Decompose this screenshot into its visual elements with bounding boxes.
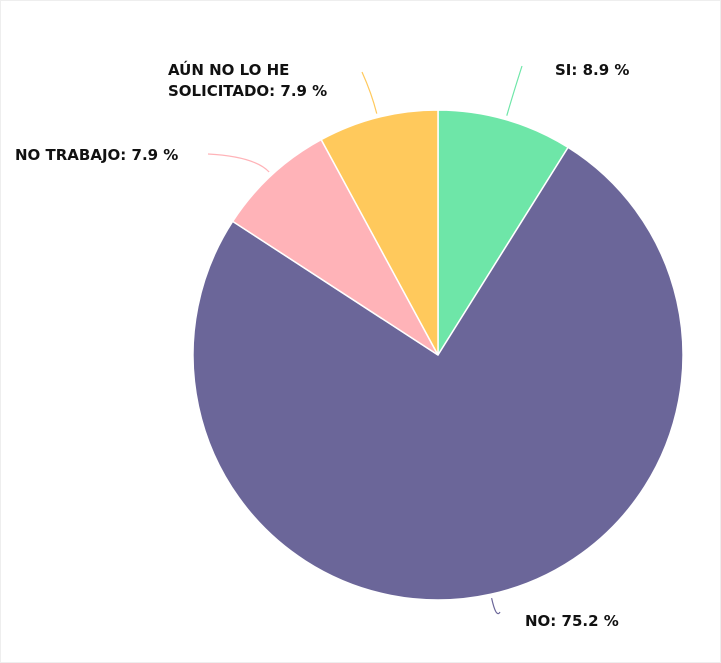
pie-slice [231,138,439,356]
pie-slice [192,146,684,601]
pie-slice [320,109,439,356]
pie-slice [437,109,570,358]
slice-label: NO TRABAJO: 7.9 % [15,146,179,164]
slice-label: SI: 8.9 % [555,61,630,79]
leader-line [207,153,270,173]
slice-label: AÚN NO LO HE SOLICITADO: 7.9 % [168,61,328,100]
slice-label: NO: 75.2 % [525,612,619,630]
leader-line [491,598,501,615]
leader-line [506,65,523,116]
leader-line [361,71,378,114]
